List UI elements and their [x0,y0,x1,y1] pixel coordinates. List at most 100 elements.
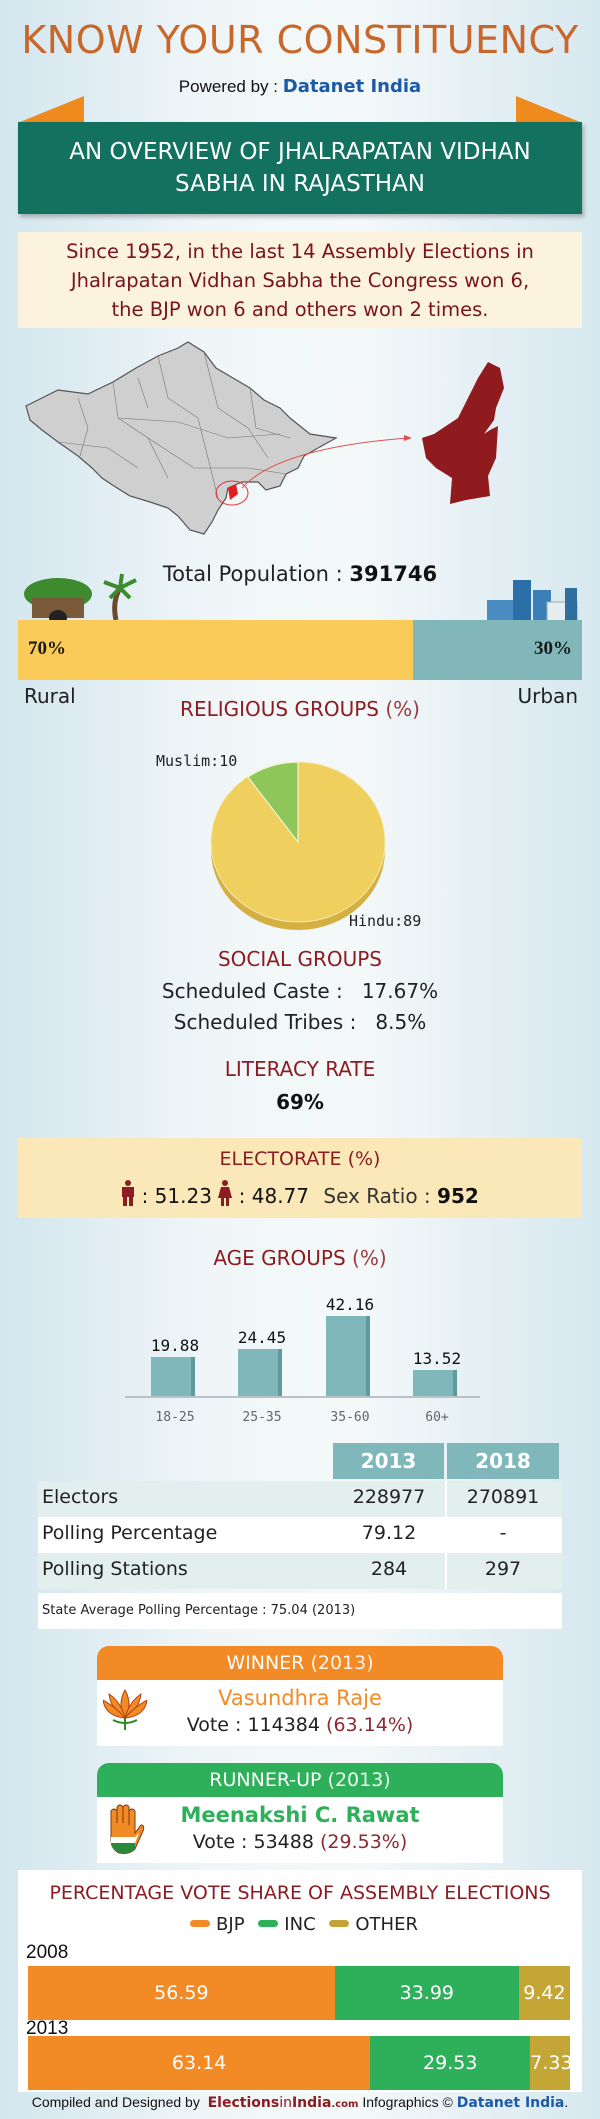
table-row: Polling Percentage 79.12 - [38,1517,562,1553]
st-value: 8.5% [375,1010,427,1034]
religious-title-text: RELIGIOUS GROUPS [180,697,379,721]
age-category: 18-25 [155,1410,195,1425]
literacy-rate-value: 69% [276,1090,324,1114]
winner-title: WINNER [226,1652,305,1674]
winner-year: (2013) [310,1652,374,1674]
age-groups-title: AGE GROUPS (%) [0,1246,600,1270]
age-bar-60-plus [413,1370,457,1396]
social-groups-title: SOCIAL GROUPS [217,947,382,971]
state-average-text: State Average Polling Percentage : 75.04… [42,1603,356,1618]
vote-share-chart: PERCENTAGE VOTE SHARE OF ASSEMBLY ELECTI… [18,1870,582,2092]
rural-hut-icon [24,573,137,622]
age-value: 24.45 [237,1328,287,1347]
datanet-brand: Datanet India [282,76,422,97]
vote-share-title: PERCENTAGE VOTE SHARE OF ASSEMBLY ELECTI… [49,1882,551,1904]
literacy-rate-title: LITERACY RATE [224,1057,376,1081]
column-header-2018: 2018 [447,1443,559,1479]
rural-label: Rural [24,684,76,708]
total-population: Total Population : 391746 [0,562,600,586]
age-category: 25-35 [242,1410,282,1425]
legend-bjp: BJP [216,1914,245,1935]
map-area [18,338,582,538]
cell-2018: - [499,1522,507,1544]
religious-groups-title: RELIGIOUS GROUPS (%) [0,697,600,721]
sex-ratio-value: 952 [437,1184,479,1208]
cell-2018: 270891 [466,1486,540,1508]
age-value: 13.52 [412,1349,462,1368]
inc-segment: 29.53 [370,2036,531,2090]
total-population-label: Total Population : [162,562,343,586]
other-segment: 7.33 [530,2036,570,2090]
jhalrapatan-map-icon [422,362,504,504]
electionsinindia-brand: ElectionsinIndia.com [207,2095,359,2111]
runner-up-year: (2013) [327,1769,391,1791]
inc-swatch-icon [258,1920,279,1927]
rural-pct: 70% [28,638,66,659]
inc-segment: 33.99 [334,1966,519,2020]
population-bar: 70% 30% [18,620,582,680]
religious-unit: (%) [385,697,420,721]
age-bar-25-35 [238,1349,282,1396]
cell-2013: 284 [370,1558,408,1580]
cell-2018: 297 [484,1558,522,1580]
urban-buildings-icon [487,580,578,622]
powered-by-label: Powered by : [178,77,279,96]
state-average-note: State Average Polling Percentage : 75.04… [38,1593,562,1629]
cell-2013: 79.12 [361,1522,417,1544]
sc-value: 17.67% [361,979,439,1003]
row-label: Electors [42,1486,119,1508]
datanet-footer-brand: Datanet India [456,2095,565,2111]
inc-hand-icon [110,1804,145,1854]
powered-by: Powered by : Datanet India [0,76,600,97]
banner-line-2: SABHA IN RAJASTHAN [175,171,425,197]
electorate-values: : 51.23 : 48.77 Sex Ratio : 952 [18,1180,582,1208]
runner-up-name: Meenakshi C. Rawat [180,1803,420,1827]
winner-body: Vasundhra Raje Vote : 114384 (63.14%) [97,1680,503,1746]
other-segment: 9.42 [518,1966,570,2020]
bjp-swatch-icon [190,1920,211,1927]
muslim-label: Muslim:10 [156,752,238,770]
age-x-axis [125,1396,480,1398]
scheduled-tribes-row: Scheduled Tribes : 8.5% [0,1010,600,1034]
age-groups-chart: 19.88 24.45 42.16 13.52 18-25 25-35 35-6… [125,1270,480,1425]
electorate-title-text: ELECTORATE [219,1148,342,1170]
scheduled-caste-row: Scheduled Caste : 17.67% [0,979,600,1003]
column-header-2013: 2013 [333,1443,444,1479]
male-value: : 51.23 [141,1184,212,1208]
age-bar-18-25 [151,1357,195,1396]
runner-up-title: RUNNER-UP [209,1769,322,1791]
hindu-label: Hindu:89 [349,912,422,930]
age-value: 19.88 [150,1336,200,1355]
religion-pie-chart: Muslim:10 Hindu:89 [156,752,421,932]
winner-vote-share: (63.14%) [326,1714,414,1736]
female-icon [218,1180,233,1206]
ribbon-right-fold [516,96,580,122]
age-groups-unit: (%) [352,1246,387,1270]
sc-label: Scheduled Caste : [161,979,343,1003]
bjp-segment: 56.59 [28,1966,335,2020]
electorate-box: ELECTORATE (%) : 51.23 : 48.77 Sex Ratio… [18,1138,582,1218]
other-swatch-icon [329,1920,350,1927]
rural-segment: 70% [18,620,413,680]
history-line-3: the BJP won 6 and others won 2 times. [111,298,489,321]
urban-label: Urban [517,684,579,708]
infographics-label: Infographics © [362,2094,453,2110]
overview-banner: AN OVERVIEW OF JHALRAPATAN VIDHAN SABHA … [18,122,582,214]
age-groups-title-text: AGE GROUPS [213,1246,346,1270]
history-line-2: Jhalrapatan Vidhan Sabha the Congress wo… [70,269,530,292]
winner-card: WINNER (2013) Vasundhra Raje Vote : 1143… [97,1646,503,1746]
legend-other: OTHER [355,1914,418,1935]
banner-line-1: AN OVERVIEW OF JHALRAPATAN VIDHAN [69,139,531,165]
table-row: Polling Stations 284 297 [38,1553,562,1589]
table-row: Electors 228977 270891 [38,1481,562,1517]
winner-vote-count: Vote : 114384 [186,1714,320,1736]
rajasthan-map-icon [25,341,504,535]
age-category: 60+ [425,1410,449,1425]
st-label: Scheduled Tribes : [173,1010,357,1034]
footer-credits: Compiled and Designed by ElectionsinIndi… [31,2094,569,2111]
male-icon [122,1180,135,1206]
winner-vote: Vote : 114384 (63.14%) [97,1714,503,1736]
vote-share-legend: BJP INC OTHER [18,1914,582,1935]
sex-ratio-label: Sex Ratio : [323,1184,431,1208]
